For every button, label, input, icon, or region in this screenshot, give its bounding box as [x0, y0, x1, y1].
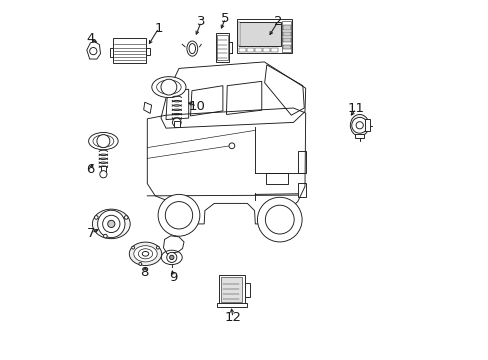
Circle shape — [131, 246, 134, 249]
Ellipse shape — [88, 132, 118, 150]
Circle shape — [158, 194, 200, 236]
Text: 10: 10 — [188, 100, 205, 113]
Bar — [215, 33, 229, 62]
Circle shape — [97, 135, 110, 148]
Bar — [282, 25, 290, 30]
Circle shape — [355, 122, 363, 129]
Circle shape — [103, 234, 107, 238]
Ellipse shape — [92, 209, 130, 239]
Circle shape — [172, 118, 181, 127]
Bar — [282, 38, 290, 42]
Circle shape — [165, 202, 192, 229]
Text: 12: 12 — [224, 311, 241, 324]
Ellipse shape — [349, 114, 368, 136]
Bar — [365, 119, 369, 131]
Text: 7: 7 — [87, 227, 96, 240]
Ellipse shape — [93, 135, 114, 147]
Bar — [270, 48, 277, 52]
Circle shape — [166, 252, 177, 262]
Bar — [355, 134, 364, 138]
Ellipse shape — [151, 77, 185, 98]
Bar — [282, 32, 290, 36]
Bar — [247, 48, 253, 52]
Bar — [146, 48, 149, 55]
Circle shape — [89, 48, 97, 55]
Bar — [217, 303, 247, 307]
Circle shape — [139, 262, 142, 265]
Bar — [244, 283, 249, 297]
Text: 2: 2 — [273, 15, 282, 28]
Bar — [101, 166, 106, 173]
Circle shape — [169, 255, 174, 260]
Ellipse shape — [138, 249, 152, 259]
Ellipse shape — [161, 250, 182, 265]
Text: 5: 5 — [221, 12, 229, 24]
Circle shape — [161, 79, 177, 95]
Circle shape — [265, 205, 294, 234]
Text: 8: 8 — [140, 266, 148, 279]
Bar — [282, 21, 291, 52]
Bar — [113, 38, 146, 63]
Text: 1: 1 — [154, 22, 163, 35]
Bar — [238, 22, 239, 46]
Bar — [174, 121, 179, 127]
Bar — [237, 19, 291, 53]
Circle shape — [351, 117, 367, 133]
Circle shape — [94, 216, 98, 219]
Text: 4: 4 — [86, 32, 95, 45]
Bar — [297, 151, 305, 173]
Bar — [239, 22, 280, 46]
Bar — [216, 35, 228, 60]
Text: 3: 3 — [197, 15, 205, 28]
Ellipse shape — [134, 246, 157, 262]
Ellipse shape — [189, 44, 195, 54]
Ellipse shape — [142, 252, 148, 256]
Circle shape — [124, 216, 128, 219]
Bar — [255, 48, 261, 52]
Circle shape — [257, 197, 302, 242]
Bar — [109, 48, 113, 57]
Circle shape — [107, 220, 115, 228]
Bar — [263, 48, 269, 52]
Text: 9: 9 — [169, 271, 177, 284]
Ellipse shape — [156, 80, 181, 94]
Circle shape — [156, 246, 159, 249]
Text: 6: 6 — [86, 163, 94, 176]
Bar — [282, 45, 290, 49]
Circle shape — [228, 143, 234, 149]
Ellipse shape — [129, 242, 162, 266]
Ellipse shape — [186, 41, 197, 56]
Bar — [239, 48, 245, 52]
Bar — [297, 183, 305, 197]
Bar — [221, 277, 242, 302]
Text: 11: 11 — [347, 102, 364, 115]
Circle shape — [100, 171, 107, 178]
Circle shape — [102, 215, 120, 233]
Circle shape — [98, 210, 125, 238]
Bar — [219, 275, 244, 304]
